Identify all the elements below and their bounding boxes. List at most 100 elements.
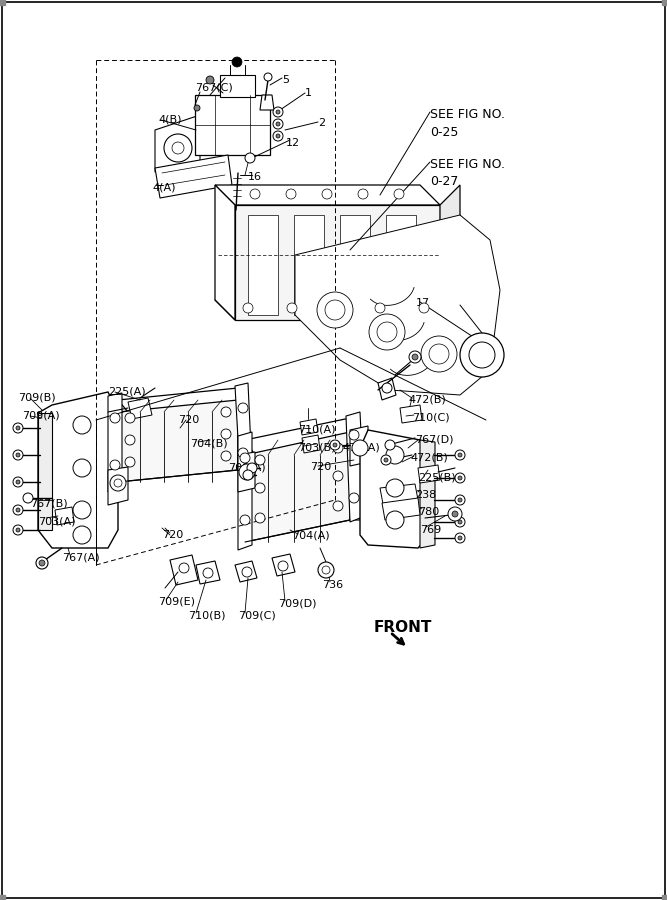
Polygon shape xyxy=(155,155,232,198)
Circle shape xyxy=(243,303,253,313)
Text: 767(D): 767(D) xyxy=(415,435,454,445)
Polygon shape xyxy=(302,435,320,453)
Text: 709(C): 709(C) xyxy=(238,610,275,620)
Circle shape xyxy=(238,403,248,413)
Text: 225(A): 225(A) xyxy=(108,386,145,396)
Text: 704(B): 704(B) xyxy=(190,438,227,448)
Text: 5: 5 xyxy=(282,75,289,85)
Circle shape xyxy=(455,533,465,543)
Text: 767(B): 767(B) xyxy=(30,498,67,508)
Text: 0-25: 0-25 xyxy=(430,126,458,139)
Polygon shape xyxy=(350,426,368,466)
Circle shape xyxy=(469,342,495,368)
Circle shape xyxy=(13,505,23,515)
Circle shape xyxy=(245,153,255,163)
Text: 472(B): 472(B) xyxy=(410,452,448,462)
Circle shape xyxy=(349,430,359,440)
Polygon shape xyxy=(245,418,360,455)
Text: 720: 720 xyxy=(310,462,331,472)
Text: 238: 238 xyxy=(415,490,436,500)
Circle shape xyxy=(73,526,91,544)
Circle shape xyxy=(221,429,231,439)
Polygon shape xyxy=(238,432,252,550)
Circle shape xyxy=(179,563,189,573)
Circle shape xyxy=(125,413,135,423)
Circle shape xyxy=(255,455,265,465)
Polygon shape xyxy=(55,507,74,525)
Text: 780: 780 xyxy=(418,507,440,517)
Text: SEE FIG NO.: SEE FIG NO. xyxy=(430,158,505,171)
Circle shape xyxy=(429,344,449,364)
Circle shape xyxy=(240,453,250,463)
Circle shape xyxy=(13,525,23,535)
Circle shape xyxy=(455,473,465,483)
Text: 16: 16 xyxy=(248,172,262,182)
Polygon shape xyxy=(386,215,416,315)
Circle shape xyxy=(73,501,91,519)
Polygon shape xyxy=(220,75,255,97)
Circle shape xyxy=(273,107,283,117)
Polygon shape xyxy=(294,215,324,315)
Circle shape xyxy=(455,517,465,527)
Circle shape xyxy=(278,561,288,571)
Circle shape xyxy=(385,440,395,450)
Circle shape xyxy=(264,73,272,81)
Circle shape xyxy=(349,493,359,503)
Text: 769: 769 xyxy=(420,525,442,535)
Text: 12: 12 xyxy=(286,138,300,148)
Polygon shape xyxy=(378,378,396,400)
Circle shape xyxy=(318,562,334,578)
Circle shape xyxy=(358,189,368,199)
Polygon shape xyxy=(295,215,500,395)
Circle shape xyxy=(394,189,404,199)
Text: 709(D): 709(D) xyxy=(278,598,317,608)
Circle shape xyxy=(247,463,257,473)
Text: 703(A): 703(A) xyxy=(38,516,75,526)
Circle shape xyxy=(452,511,458,517)
Circle shape xyxy=(232,57,242,67)
Circle shape xyxy=(419,303,429,313)
Circle shape xyxy=(221,451,231,461)
Circle shape xyxy=(286,189,296,199)
Polygon shape xyxy=(38,392,118,548)
Polygon shape xyxy=(420,440,435,548)
Circle shape xyxy=(386,511,404,529)
Circle shape xyxy=(172,142,184,154)
Circle shape xyxy=(317,292,353,328)
Text: 709(E): 709(E) xyxy=(158,596,195,606)
Polygon shape xyxy=(118,388,248,412)
Circle shape xyxy=(448,507,462,521)
Text: 703(B): 703(B) xyxy=(298,442,336,452)
Polygon shape xyxy=(235,561,257,582)
Polygon shape xyxy=(128,398,152,419)
Circle shape xyxy=(322,189,332,199)
Circle shape xyxy=(255,513,265,523)
Circle shape xyxy=(206,76,214,84)
Polygon shape xyxy=(272,554,295,576)
Polygon shape xyxy=(215,185,235,320)
Polygon shape xyxy=(300,419,318,435)
Circle shape xyxy=(16,528,20,532)
Circle shape xyxy=(458,476,462,480)
Text: 710(A): 710(A) xyxy=(298,424,336,434)
Polygon shape xyxy=(346,412,365,522)
Text: 0-27: 0-27 xyxy=(430,175,458,188)
Circle shape xyxy=(333,471,343,481)
Polygon shape xyxy=(118,400,238,482)
Text: 767(C): 767(C) xyxy=(195,82,233,92)
Circle shape xyxy=(377,322,397,342)
Polygon shape xyxy=(235,205,440,320)
Polygon shape xyxy=(245,432,350,542)
Circle shape xyxy=(239,464,255,480)
Circle shape xyxy=(16,453,20,457)
Circle shape xyxy=(381,455,391,465)
Circle shape xyxy=(110,475,126,491)
Polygon shape xyxy=(350,418,360,520)
Polygon shape xyxy=(195,95,270,155)
Circle shape xyxy=(382,383,392,393)
Circle shape xyxy=(458,536,462,540)
Circle shape xyxy=(164,134,192,162)
Circle shape xyxy=(369,314,405,350)
Polygon shape xyxy=(238,452,255,492)
Polygon shape xyxy=(235,383,252,474)
